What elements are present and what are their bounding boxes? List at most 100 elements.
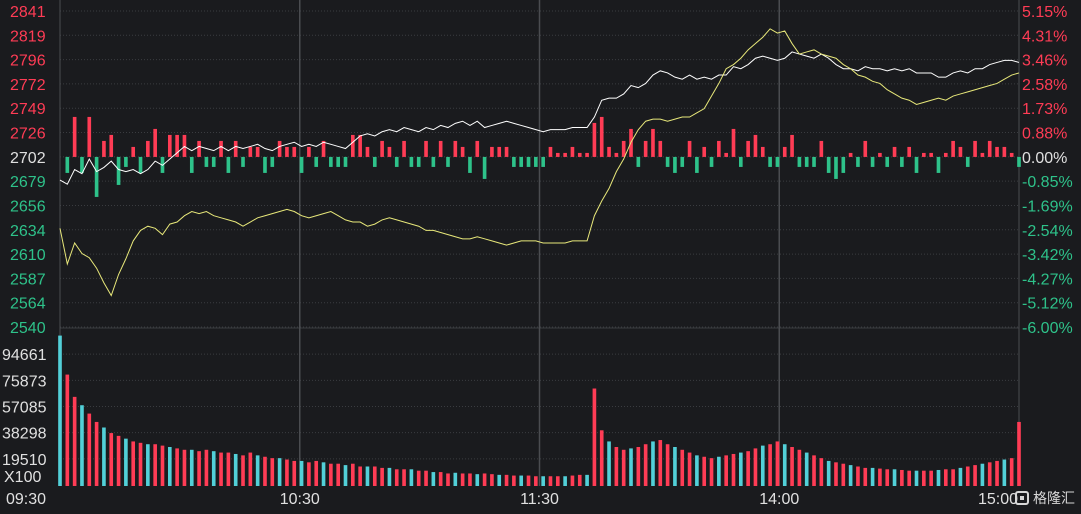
change-bar: [292, 146, 297, 157]
change-bar: [973, 140, 977, 157]
volume-axis-tick: 75873: [2, 373, 47, 390]
change-bar: [211, 156, 216, 167]
volume-bar: [973, 465, 977, 486]
change-bar: [468, 156, 472, 173]
change-bar: [870, 156, 875, 167]
volume-bar: [438, 472, 443, 486]
volume-bar: [614, 447, 619, 486]
change-bar: [570, 146, 575, 157]
left-axis-tick: 2841: [10, 4, 46, 21]
change-bar: [563, 152, 567, 157]
change-bar: [987, 140, 992, 157]
volume-bar: [409, 469, 414, 486]
right-axis-tick: 1.73%: [1022, 101, 1067, 118]
time-axis-tick: 15:00: [978, 491, 1018, 508]
change-bars: [65, 116, 1021, 197]
change-bar: [929, 152, 933, 157]
logo-icon: [1015, 491, 1029, 505]
change-bar: [709, 156, 714, 167]
change-bar: [299, 156, 304, 173]
volume-bar: [790, 447, 794, 486]
change-bar: [848, 152, 853, 157]
change-bar: [197, 140, 201, 157]
change-bar: [834, 156, 838, 179]
volume-bar: [160, 445, 165, 486]
volume-bar: [856, 466, 860, 486]
change-bar: [248, 146, 253, 157]
change-bar: [87, 116, 92, 157]
time-axis-tick: 09:30: [6, 491, 46, 508]
change-bar: [394, 156, 399, 167]
volume-bar: [372, 466, 377, 486]
change-bar: [109, 134, 114, 157]
volume-bar: [841, 463, 846, 486]
change-bar: [80, 156, 84, 173]
change-bar: [768, 156, 772, 167]
change-bar: [241, 156, 245, 167]
volume-bar: [497, 474, 502, 486]
change-bar: [255, 146, 260, 157]
volume-bar: [380, 467, 384, 486]
left-axis-tick: 2540: [10, 320, 46, 337]
change-bar: [695, 156, 699, 173]
change-bar: [526, 156, 531, 167]
change-bar: [790, 134, 794, 157]
volume-bar: [951, 469, 955, 486]
change-bar: [651, 128, 655, 157]
volume-bar: [746, 451, 750, 486]
volume-bar: [709, 458, 714, 486]
change-bar: [534, 156, 538, 167]
axis-labels: 2841 2819 2796 2772 2749 2726 2702 2679 2656 2634…: [2, 4, 1073, 508]
change-bar: [607, 146, 611, 157]
change-bar: [592, 122, 597, 157]
volume-bar: [570, 475, 575, 486]
volume-bar: [365, 466, 370, 486]
change-bar: [329, 156, 333, 167]
volume-bar: [797, 449, 802, 486]
change-bar: [548, 146, 553, 157]
change-bar: [739, 156, 743, 167]
change-bar: [219, 140, 223, 157]
volume-bar: [621, 449, 626, 486]
volume-bar: [541, 476, 545, 486]
volume-bar: [116, 435, 121, 486]
change-bar: [424, 140, 428, 157]
change-bar: [336, 156, 340, 167]
volume-bar: [819, 458, 824, 486]
change-bar: [189, 156, 194, 173]
change-bar: [658, 140, 663, 157]
volume-bar: [555, 476, 560, 486]
change-bar: [753, 134, 758, 157]
volume-bar: [387, 467, 392, 486]
volume-bar: [687, 452, 692, 486]
change-bar: [409, 156, 414, 167]
change-bar: [270, 156, 275, 167]
volume-bar: [226, 452, 231, 486]
change-bar: [277, 140, 282, 157]
change-bar: [365, 146, 370, 157]
change-bar: [314, 156, 319, 167]
change-bar: [1009, 152, 1014, 157]
change-bar: [460, 146, 465, 157]
change-bar: [131, 146, 136, 157]
change-bar: [965, 156, 970, 167]
change-bar: [138, 156, 143, 173]
change-bar: [643, 140, 648, 157]
left-axis-tick: 2726: [10, 126, 46, 143]
volume-axis-tick: 38298: [2, 426, 47, 443]
left-axis-tick: 2634: [10, 223, 46, 240]
volume-axis-tick: 19510: [2, 452, 47, 469]
volume-bar: [987, 462, 992, 486]
change-bar: [577, 152, 582, 157]
volume-bar: [943, 469, 948, 486]
change-bar: [812, 156, 816, 167]
volume-bar: [219, 452, 223, 486]
change-bar: [914, 156, 919, 173]
volume-bar: [211, 451, 216, 486]
change-bar: [124, 156, 128, 167]
volume-bar: [768, 444, 772, 486]
change-bar: [446, 156, 450, 167]
change-bar: [1002, 146, 1007, 157]
time-axis-tick: 11:30: [520, 491, 559, 508]
change-bar: [958, 146, 963, 157]
